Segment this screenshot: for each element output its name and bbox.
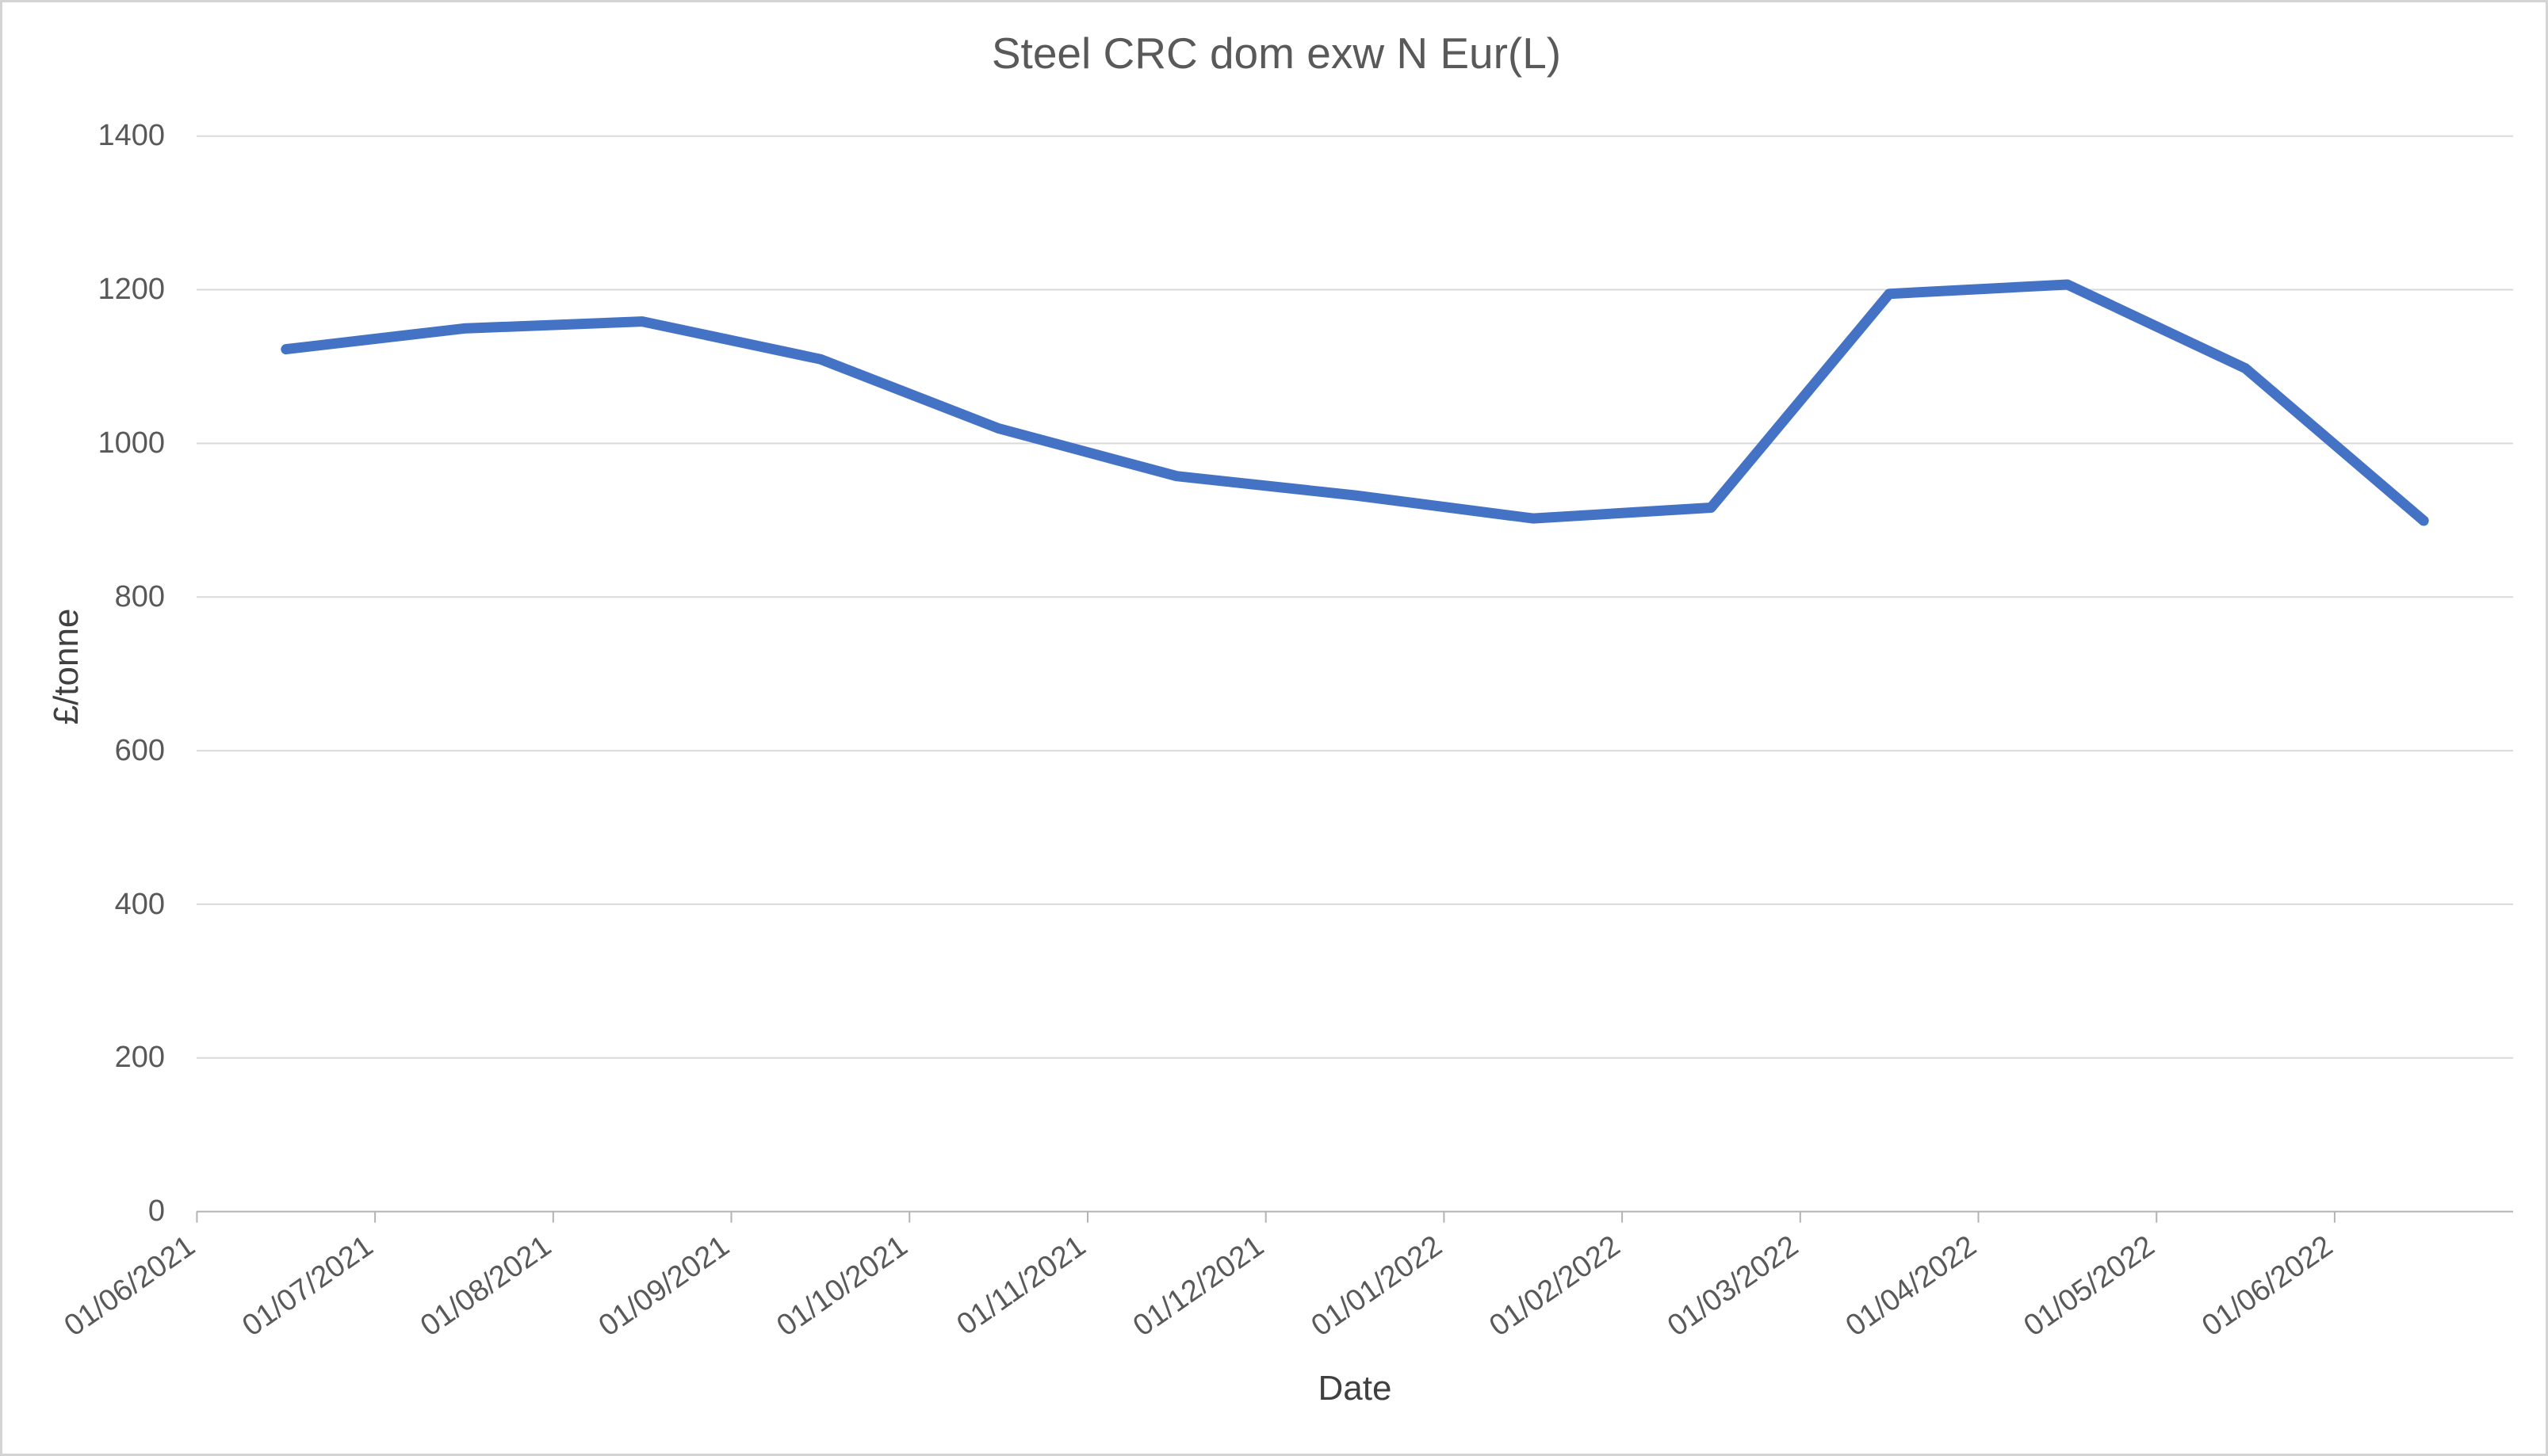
svg-text:01/01/2022: 01/01/2022 [1306, 1229, 1448, 1343]
svg-text:400: 400 [115, 888, 165, 921]
svg-text:01/09/2021: 01/09/2021 [593, 1229, 736, 1343]
svg-text:01/07/2021: 01/07/2021 [236, 1229, 379, 1343]
svg-text:800: 800 [115, 580, 165, 613]
svg-text:01/04/2022: 01/04/2022 [1840, 1229, 1983, 1343]
svg-text:01/06/2022: 01/06/2022 [2196, 1229, 2339, 1343]
svg-text:01/12/2021: 01/12/2021 [1127, 1229, 1270, 1343]
svg-text:01/02/2022: 01/02/2022 [1483, 1229, 1626, 1343]
svg-text:£/tonne: £/tonne [47, 609, 86, 725]
svg-text:1400: 1400 [98, 119, 165, 152]
svg-text:01/11/2021: 01/11/2021 [951, 1229, 1092, 1342]
svg-text:1200: 1200 [98, 273, 165, 306]
svg-text:200: 200 [115, 1041, 165, 1074]
svg-text:01/05/2022: 01/05/2022 [2018, 1229, 2160, 1343]
svg-text:0: 0 [148, 1194, 165, 1228]
svg-text:1000: 1000 [98, 426, 165, 460]
svg-text:600: 600 [115, 734, 165, 767]
svg-text:01/08/2021: 01/08/2021 [415, 1229, 557, 1343]
svg-text:Date: Date [1318, 1369, 1392, 1408]
svg-text:01/06/2021: 01/06/2021 [59, 1229, 201, 1343]
svg-text:01/10/2021: 01/10/2021 [771, 1229, 913, 1343]
svg-text:01/03/2022: 01/03/2022 [1662, 1229, 1804, 1343]
